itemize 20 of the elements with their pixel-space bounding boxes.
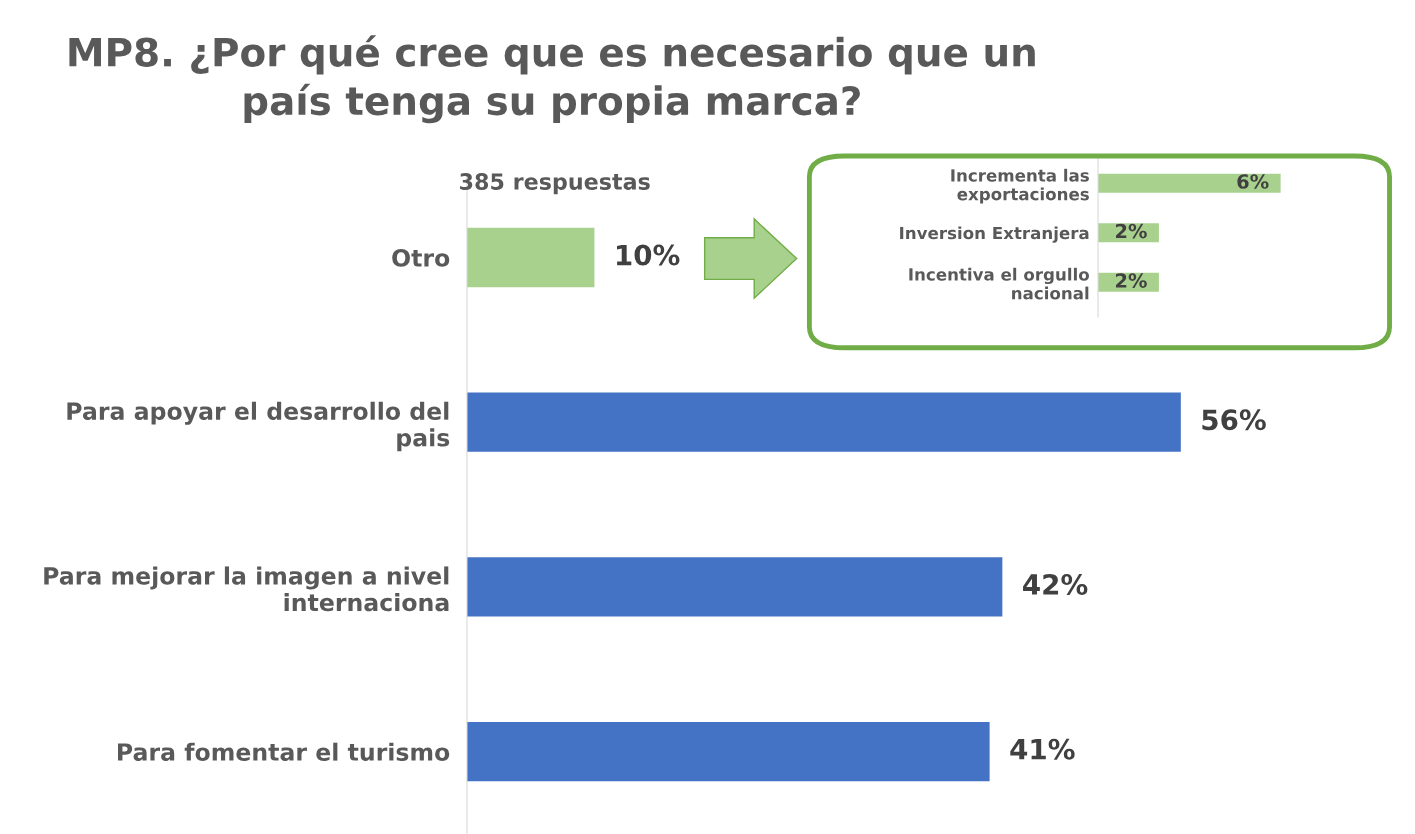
bar <box>466 557 1003 617</box>
data-label: 6% <box>1237 174 1269 189</box>
y-tick-label: Para apoyar el desarrollo del pais <box>67 401 450 452</box>
y-tick-label: Otro <box>392 248 450 267</box>
bar <box>466 721 990 782</box>
y-tick-label: Para fomentar el turismo <box>118 742 450 761</box>
data-label: 56% <box>1202 409 1266 431</box>
chart-subtitle: 385 respuestas <box>460 173 650 195</box>
y-tick-label: Incentiva el orgullo nacional <box>909 267 1089 300</box>
data-label: 10% <box>617 244 680 266</box>
bar <box>466 227 595 288</box>
data-label: 42% <box>1023 573 1088 595</box>
bar <box>466 392 1181 452</box>
y-tick-label: Para mejorar la imagen a nivel internaciona <box>44 566 449 612</box>
data-label: 2% <box>1115 273 1147 288</box>
data-label: 2% <box>1115 223 1147 239</box>
chart-title: MP8. ¿Por qué cree que es necesario que un país tenga su propia marca? <box>69 35 1035 124</box>
y-tick-label: Inversion Extranjera <box>900 226 1089 243</box>
data-label: 41% <box>1010 738 1075 760</box>
y-tick-label: Incrementa las exportaciones <box>951 168 1089 204</box>
